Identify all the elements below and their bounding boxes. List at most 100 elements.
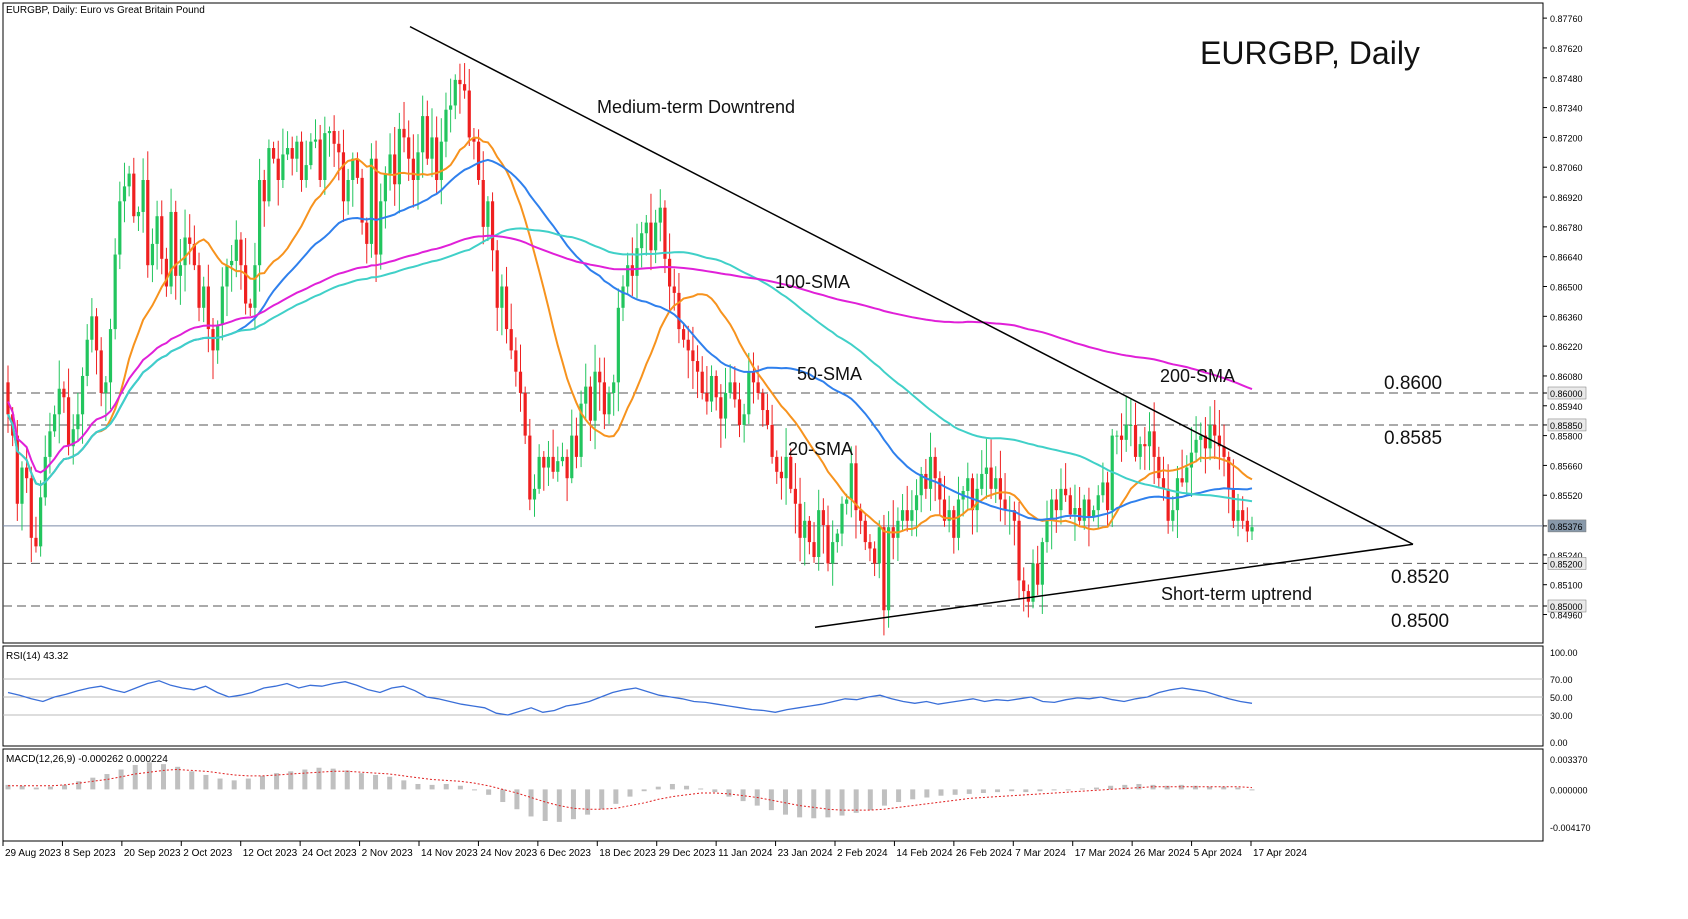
rsi-tick-label: 30.00 xyxy=(1550,711,1573,721)
macd-hist-bar xyxy=(768,789,774,811)
candle-body xyxy=(807,520,811,543)
candle-body xyxy=(672,286,676,293)
candle-body xyxy=(253,265,257,308)
candle-body xyxy=(85,339,89,376)
macd-hist-bar xyxy=(669,783,675,790)
candle-body xyxy=(57,388,61,415)
macd-hist-bar xyxy=(415,783,421,790)
price-tick-label: 0.86920 xyxy=(1550,193,1583,203)
x-tick-label: 8 Sep 2023 xyxy=(64,848,116,859)
price-panel-frame xyxy=(2,2,1544,644)
candle-body xyxy=(1241,510,1245,521)
candle-body xyxy=(556,461,560,472)
macd-hist-bar xyxy=(387,776,393,790)
macd-hist-bar xyxy=(514,789,520,810)
candle-body xyxy=(276,158,280,180)
candle-body xyxy=(546,456,551,468)
candle-body xyxy=(859,510,863,521)
macd-hist-bar xyxy=(825,789,831,818)
candle-body xyxy=(900,510,905,521)
macd-hist-bar xyxy=(783,789,788,815)
candle-body xyxy=(239,239,243,266)
candle-body xyxy=(1017,520,1021,581)
macd-hist-bar xyxy=(76,781,82,790)
candle-body xyxy=(34,537,38,547)
candle-body xyxy=(663,207,667,259)
macd-hist-bar xyxy=(132,765,138,790)
macd-hist-bar xyxy=(980,789,986,793)
candle-body xyxy=(1189,452,1194,468)
candle-body xyxy=(52,414,57,432)
price-tick-label: 0.85850 xyxy=(1550,421,1583,431)
candle-body xyxy=(481,180,485,227)
candle-body xyxy=(388,154,392,174)
candle-body xyxy=(127,173,131,187)
candle-body xyxy=(435,137,439,180)
macd-hist-bar xyxy=(472,789,477,791)
candle-body xyxy=(798,503,802,538)
candle-body xyxy=(1064,488,1068,496)
price-tick-label: 0.87340 xyxy=(1550,104,1583,114)
candle-body xyxy=(430,137,434,159)
candle-body xyxy=(532,488,537,500)
candle-body xyxy=(1185,467,1189,483)
price-tick-label: 0.87760 xyxy=(1550,14,1583,24)
x-tick-label: 29 Dec 2023 xyxy=(659,848,716,859)
price-tick-label: 0.86500 xyxy=(1550,283,1583,293)
candle-body xyxy=(369,158,374,244)
level-label-0-8500: 0.8500 xyxy=(1391,611,1449,632)
macd-hist-bar xyxy=(500,789,506,803)
macd-hist-bar xyxy=(486,789,492,795)
candle-body xyxy=(1227,456,1231,489)
macd-hist-bar xyxy=(995,789,1001,793)
sma100-label: 100-SMA xyxy=(775,272,850,292)
macd-hist-bar xyxy=(585,789,591,815)
candle-body xyxy=(439,141,443,180)
candle-body xyxy=(952,510,956,538)
candle-body xyxy=(192,243,196,266)
price-tick-label: 0.86360 xyxy=(1550,312,1583,322)
candle-body xyxy=(835,533,839,543)
price-tick-label: 0.87200 xyxy=(1550,133,1583,143)
x-tick-label: 2 Oct 2023 xyxy=(183,848,232,859)
candle-body xyxy=(1068,495,1072,515)
x-tick-label: 2 Nov 2023 xyxy=(362,848,414,859)
downtrend-label: Medium-term Downtrend xyxy=(597,97,795,117)
macd-signal-line xyxy=(8,768,1253,811)
candle-body xyxy=(840,503,844,534)
candle-body xyxy=(584,386,588,404)
instrument-label: EURGBP, Daily: Euro vs Great Britain Pou… xyxy=(6,5,205,16)
candle-body xyxy=(1026,591,1030,602)
candle-body xyxy=(80,375,85,415)
candle-body xyxy=(737,399,742,425)
x-tick-label: 2 Feb 2024 xyxy=(837,848,888,859)
price-tick-label: 0.85660 xyxy=(1550,461,1583,471)
macd-hist-bar xyxy=(1037,789,1043,792)
downtrend-line xyxy=(409,25,1414,545)
candle-body xyxy=(882,527,886,611)
candle-body xyxy=(756,382,760,393)
x-tick-label: 12 Oct 2023 xyxy=(243,848,298,859)
price-tick-label: 0.85800 xyxy=(1550,432,1583,442)
candle-body xyxy=(980,473,984,489)
candle-body xyxy=(1031,563,1035,602)
candle-body xyxy=(108,329,113,383)
candle-body xyxy=(803,520,807,538)
candle-body xyxy=(509,329,513,351)
candle-body xyxy=(719,397,723,419)
macd-hist-bar xyxy=(1065,789,1071,791)
candle-body xyxy=(514,350,518,372)
candle-body xyxy=(817,510,821,558)
candle-body xyxy=(411,158,415,180)
candle-body xyxy=(99,350,103,393)
candle-body xyxy=(742,414,746,425)
price-tick-label: 0.85100 xyxy=(1550,581,1583,591)
candle-body xyxy=(849,463,853,500)
candle-body xyxy=(612,382,616,393)
candle-body xyxy=(225,265,229,287)
macd-hist-bar xyxy=(867,789,873,811)
candle-body xyxy=(770,424,774,457)
price-tick-box xyxy=(1547,519,1587,533)
candle-body xyxy=(327,131,332,134)
